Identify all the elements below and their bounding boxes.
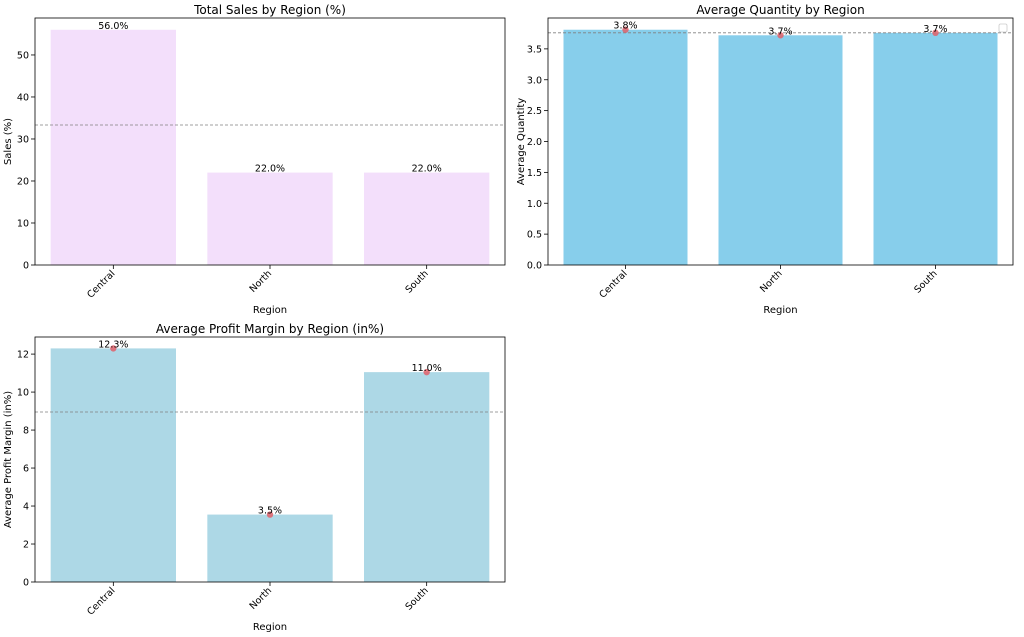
subplot-2: Average Quantity by Region 3.8% 3.7% 3.7% 0.… <box>516 3 1014 316</box>
y-tick-label: 12 <box>17 350 29 361</box>
y-tick-label: 6 <box>23 464 29 475</box>
y-tick-label: 20 <box>17 176 29 187</box>
x-axis-label: Region <box>763 305 797 316</box>
bar-north <box>718 35 843 265</box>
data-label: 3.5% <box>258 506 282 517</box>
point-marker <box>266 511 274 518</box>
y-tick-label: 1.0 <box>527 199 542 210</box>
bar-south <box>873 32 998 265</box>
point-marker <box>777 32 784 39</box>
bar-north <box>207 172 333 265</box>
y-tick-label: 2.0 <box>527 137 542 148</box>
x-tick-label: Central <box>85 268 117 300</box>
bar-north <box>207 514 333 582</box>
y-tick-label: 4 <box>23 502 29 513</box>
y-tick-label: 30 <box>17 134 29 145</box>
point-marker <box>110 345 117 352</box>
y-tick-label: 8 <box>23 426 29 437</box>
data-label: 22.0% <box>412 164 442 175</box>
bar-central <box>50 348 176 582</box>
x-axis-label: Region <box>253 622 287 633</box>
data-label: 3.7% <box>768 26 792 37</box>
data-label: 12.3% <box>98 339 128 350</box>
y-tick-label: 0 <box>23 261 29 272</box>
y-axis-label: Average Profit Margin (in%) <box>3 391 14 528</box>
y-tick-label: 0 <box>23 578 29 589</box>
data-label: 3.7% <box>923 24 947 35</box>
y-tick-label: 1.5 <box>527 168 542 179</box>
point-marker <box>423 368 430 376</box>
chart-title: Total Sales by Region (%) <box>193 3 346 17</box>
legend-box <box>998 23 1008 33</box>
x-tick-label: North <box>758 268 785 295</box>
subplot-1: Total Sales by Region (%) 56.0% 22.0% 22.0%… <box>3 3 506 316</box>
chart-title: Average Quantity by Region <box>696 3 864 17</box>
x-axis-label: Region <box>253 305 287 316</box>
point-marker <box>622 26 629 33</box>
chart-title: Average Profit Margin by Region (in%) <box>156 322 384 336</box>
x-tick-label: South <box>403 585 430 612</box>
y-tick-label: 10 <box>17 388 29 399</box>
data-label: 22.0% <box>255 164 285 175</box>
y-axis-label: Average Quantity <box>516 98 527 186</box>
data-label: 3.8% <box>613 21 637 32</box>
x-tick-label: South <box>912 268 939 295</box>
y-tick-label: 40 <box>17 92 29 103</box>
x-tick-label: Central <box>597 268 629 300</box>
x-tick-label: South <box>403 268 430 295</box>
bar-south <box>364 372 490 582</box>
y-tick-label: 3.5 <box>527 44 542 55</box>
y-tick-label: 2.5 <box>527 106 542 117</box>
y-tick-label: 2 <box>23 540 29 551</box>
x-tick-label: North <box>248 585 275 612</box>
y-tick-label: 0.0 <box>527 261 542 272</box>
bar-central <box>563 29 688 266</box>
bar-central <box>50 29 176 266</box>
y-axis-label: Sales (%) <box>3 118 14 165</box>
x-tick-label: Central <box>85 585 117 617</box>
y-tick-label: 3.0 <box>527 75 542 86</box>
y-tick-label: 50 <box>17 50 29 61</box>
subplot-3: Average Profit Margin by Region (in%) 12.… <box>3 322 506 633</box>
point-marker <box>932 29 939 37</box>
y-tick-label: 10 <box>17 218 29 229</box>
bar-south <box>364 172 490 265</box>
x-tick-label: North <box>248 268 275 295</box>
data-label: 11.0% <box>412 363 442 374</box>
data-label: 56.0% <box>98 21 128 32</box>
y-tick-label: 0.5 <box>527 230 542 241</box>
